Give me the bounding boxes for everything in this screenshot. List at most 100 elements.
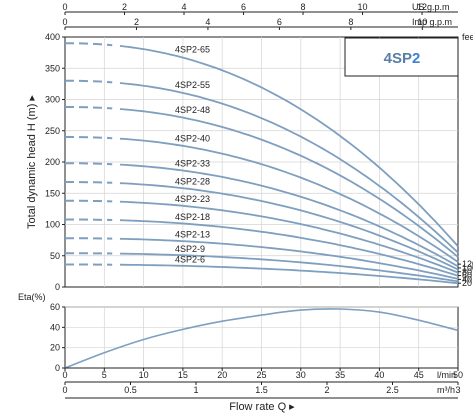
efficiency-tick-label: 60 <box>50 302 60 312</box>
lmin-tick-label: 30 <box>296 370 306 380</box>
imp-gpm-axis-ticks: 0 2 4 6 8 10 <box>62 17 427 30</box>
head-axis-tick-label: 150 <box>45 188 60 198</box>
us-gpm-tick-label: 8 <box>301 2 306 12</box>
lmin-tick-label: 10 <box>139 370 149 380</box>
head-curve-dashed-4SP2-23 <box>65 199 113 203</box>
head-curve-dashed-4SP2-40 <box>65 136 113 140</box>
imp-gpm-tick-label: 10 <box>417 17 427 27</box>
lmin-tick-label: 5 <box>102 370 107 380</box>
feet-axis-tick-label: 100 <box>462 263 473 273</box>
head-curve-4SP2-48 <box>119 108 459 258</box>
head-curve-dashed-4SP2-18 <box>65 218 113 221</box>
imp-gpm-axis-label: Imp g.p.m <box>412 17 452 27</box>
head-curve-4SP2-40 <box>119 137 459 263</box>
head-curve-4SP2-13 <box>119 237 459 280</box>
lmin-axis-ticks: 0 5 10 15 20 25 30 35 40 45 50 <box>62 368 463 380</box>
head-curve-4SP2-23 <box>119 200 459 274</box>
head-axis-tick-label: 100 <box>45 220 60 230</box>
head-axis-tick-label: 350 <box>45 63 60 73</box>
head-axis-tick-label: 0 <box>55 282 60 292</box>
lmin-tick-label: 35 <box>335 370 345 380</box>
head-curves <box>65 42 459 285</box>
m3h-tick-label: 0.5 <box>124 385 137 395</box>
curve-label-4SP2-55: 4SP2-55 <box>175 80 210 90</box>
us-gpm-axis-ticks: 0 2 4 6 8 10 12 <box>62 2 427 15</box>
model-title: 4SP2 <box>384 50 421 67</box>
us-gpm-tick-label: 12 <box>417 2 427 12</box>
lmin-tick-label: 40 <box>374 370 384 380</box>
imp-gpm-tick-label: 2 <box>134 17 139 27</box>
us-gpm-tick-label: 10 <box>358 2 368 12</box>
flow-rate-label: Flow rate Q ▸ <box>229 401 295 413</box>
curve-label-4SP2-6: 4SP2-6 <box>175 255 205 265</box>
us-gpm-tick-label: 4 <box>182 2 187 12</box>
curve-label-4SP2-33: 4SP2-33 <box>175 159 210 169</box>
efficiency-tick-label: 0 <box>55 363 60 373</box>
head-curve-4SP2-28 <box>119 182 459 271</box>
lmin-tick-label: 20 <box>217 370 227 380</box>
curve-label-4SP2-23: 4SP2-23 <box>175 194 210 204</box>
curve-label-4SP2-28: 4SP2-28 <box>175 176 210 186</box>
head-axis-tick-label: 50 <box>50 251 60 261</box>
efficiency-tick-label: 40 <box>50 322 60 332</box>
feet-axis-tick-label: 60 <box>462 271 472 281</box>
efficiency-axis-label: Eta(%) <box>18 292 46 302</box>
curve-label-4SP2-40: 4SP2-40 <box>175 134 210 144</box>
head-curve-4SP2-55 <box>119 82 459 254</box>
head-curve-4SP2-65 <box>119 45 459 247</box>
head-curve-4SP2-6 <box>119 263 459 285</box>
lmin-tick-label: 45 <box>414 370 424 380</box>
head-axis-tick-label: 250 <box>45 126 60 136</box>
curve-label-4SP2-18: 4SP2-18 <box>175 212 210 222</box>
head-axis-tick-label: 300 <box>45 95 60 105</box>
head-curve-dashed-4SP2-65 <box>65 42 113 47</box>
curve-labels: 4SP2-65 4SP2-55 4SP2-48 4SP2-40 4SP2-33 4SP2-… <box>175 45 210 265</box>
model-title-prefix: 4SP <box>384 50 412 67</box>
efficiency-grid <box>65 306 458 368</box>
curve-label-4SP2-48: 4SP2-48 <box>175 105 210 115</box>
m3h-tick-label: 0 <box>62 385 67 395</box>
head-axis-ticks: 0 50 100 150 200 250 300 350 400 <box>45 32 65 292</box>
imp-gpm-tick-label: 4 <box>205 17 210 27</box>
head-curve-dashed-4SP2-48 <box>65 106 113 110</box>
head-curve-dashed-4SP2-55 <box>65 79 113 84</box>
imp-gpm-tick-label: 0 <box>62 17 67 27</box>
feet-axis-tick-label: 120 <box>462 259 473 269</box>
lmin-tick-label: 50 <box>453 370 463 380</box>
imp-gpm-tick-label: 6 <box>277 17 282 27</box>
head-curve-dashed-4SP2-33 <box>65 162 113 166</box>
m3h-tick-label: 3 <box>455 385 460 395</box>
head-curve-4SP2-33 <box>119 163 459 268</box>
imp-gpm-tick-label: 8 <box>348 17 353 27</box>
m3h-axis-ticks: 0 0.5 1 1.5 2 2.5 3 <box>62 382 461 395</box>
feet-axis-label: feet <box>462 32 473 42</box>
feet-axis-tick-label: 40 <box>462 274 472 284</box>
lmin-tick-label: 15 <box>178 370 188 380</box>
efficiency-tick-label: 20 <box>50 343 60 353</box>
head-curve-dashed-4SP2-28 <box>65 181 113 184</box>
efficiency-curve <box>64 308 459 369</box>
us-gpm-tick-label: 6 <box>241 2 246 12</box>
m3h-tick-label: 2 <box>324 385 329 395</box>
feet-axis-tick-label: 80 <box>462 267 472 277</box>
head-axis-tick-label: 400 <box>45 32 60 42</box>
head-axis-tick-label: 200 <box>45 157 60 167</box>
head-curve-4SP2-18 <box>119 219 459 277</box>
m3h-tick-label: 2.5 <box>386 385 399 395</box>
model-title-box <box>344 37 459 77</box>
lmin-tick-label: 25 <box>256 370 266 380</box>
efficiency-axis-ticks: 0 20 40 60 <box>50 302 65 373</box>
us-gpm-tick-label: 2 <box>122 2 127 12</box>
lmin-tick-label: 0 <box>62 370 67 380</box>
m3h-axis-label: m³/h <box>437 385 455 395</box>
m3h-tick-label: 1.5 <box>255 385 268 395</box>
curve-label-4SP2-9: 4SP2-9 <box>175 244 205 254</box>
curve-label-4SP2-13: 4SP2-13 <box>175 230 210 240</box>
us-gpm-axis-label: US g.p.m <box>412 2 450 12</box>
curve-label-4SP2-65: 4SP2-65 <box>175 45 210 55</box>
feet-axis-tick-label: 20 <box>462 278 472 288</box>
lmin-axis-label: l/min <box>437 370 456 380</box>
m3h-tick-label: 1 <box>193 385 198 395</box>
head-curve-4SP2-9 <box>119 252 459 283</box>
